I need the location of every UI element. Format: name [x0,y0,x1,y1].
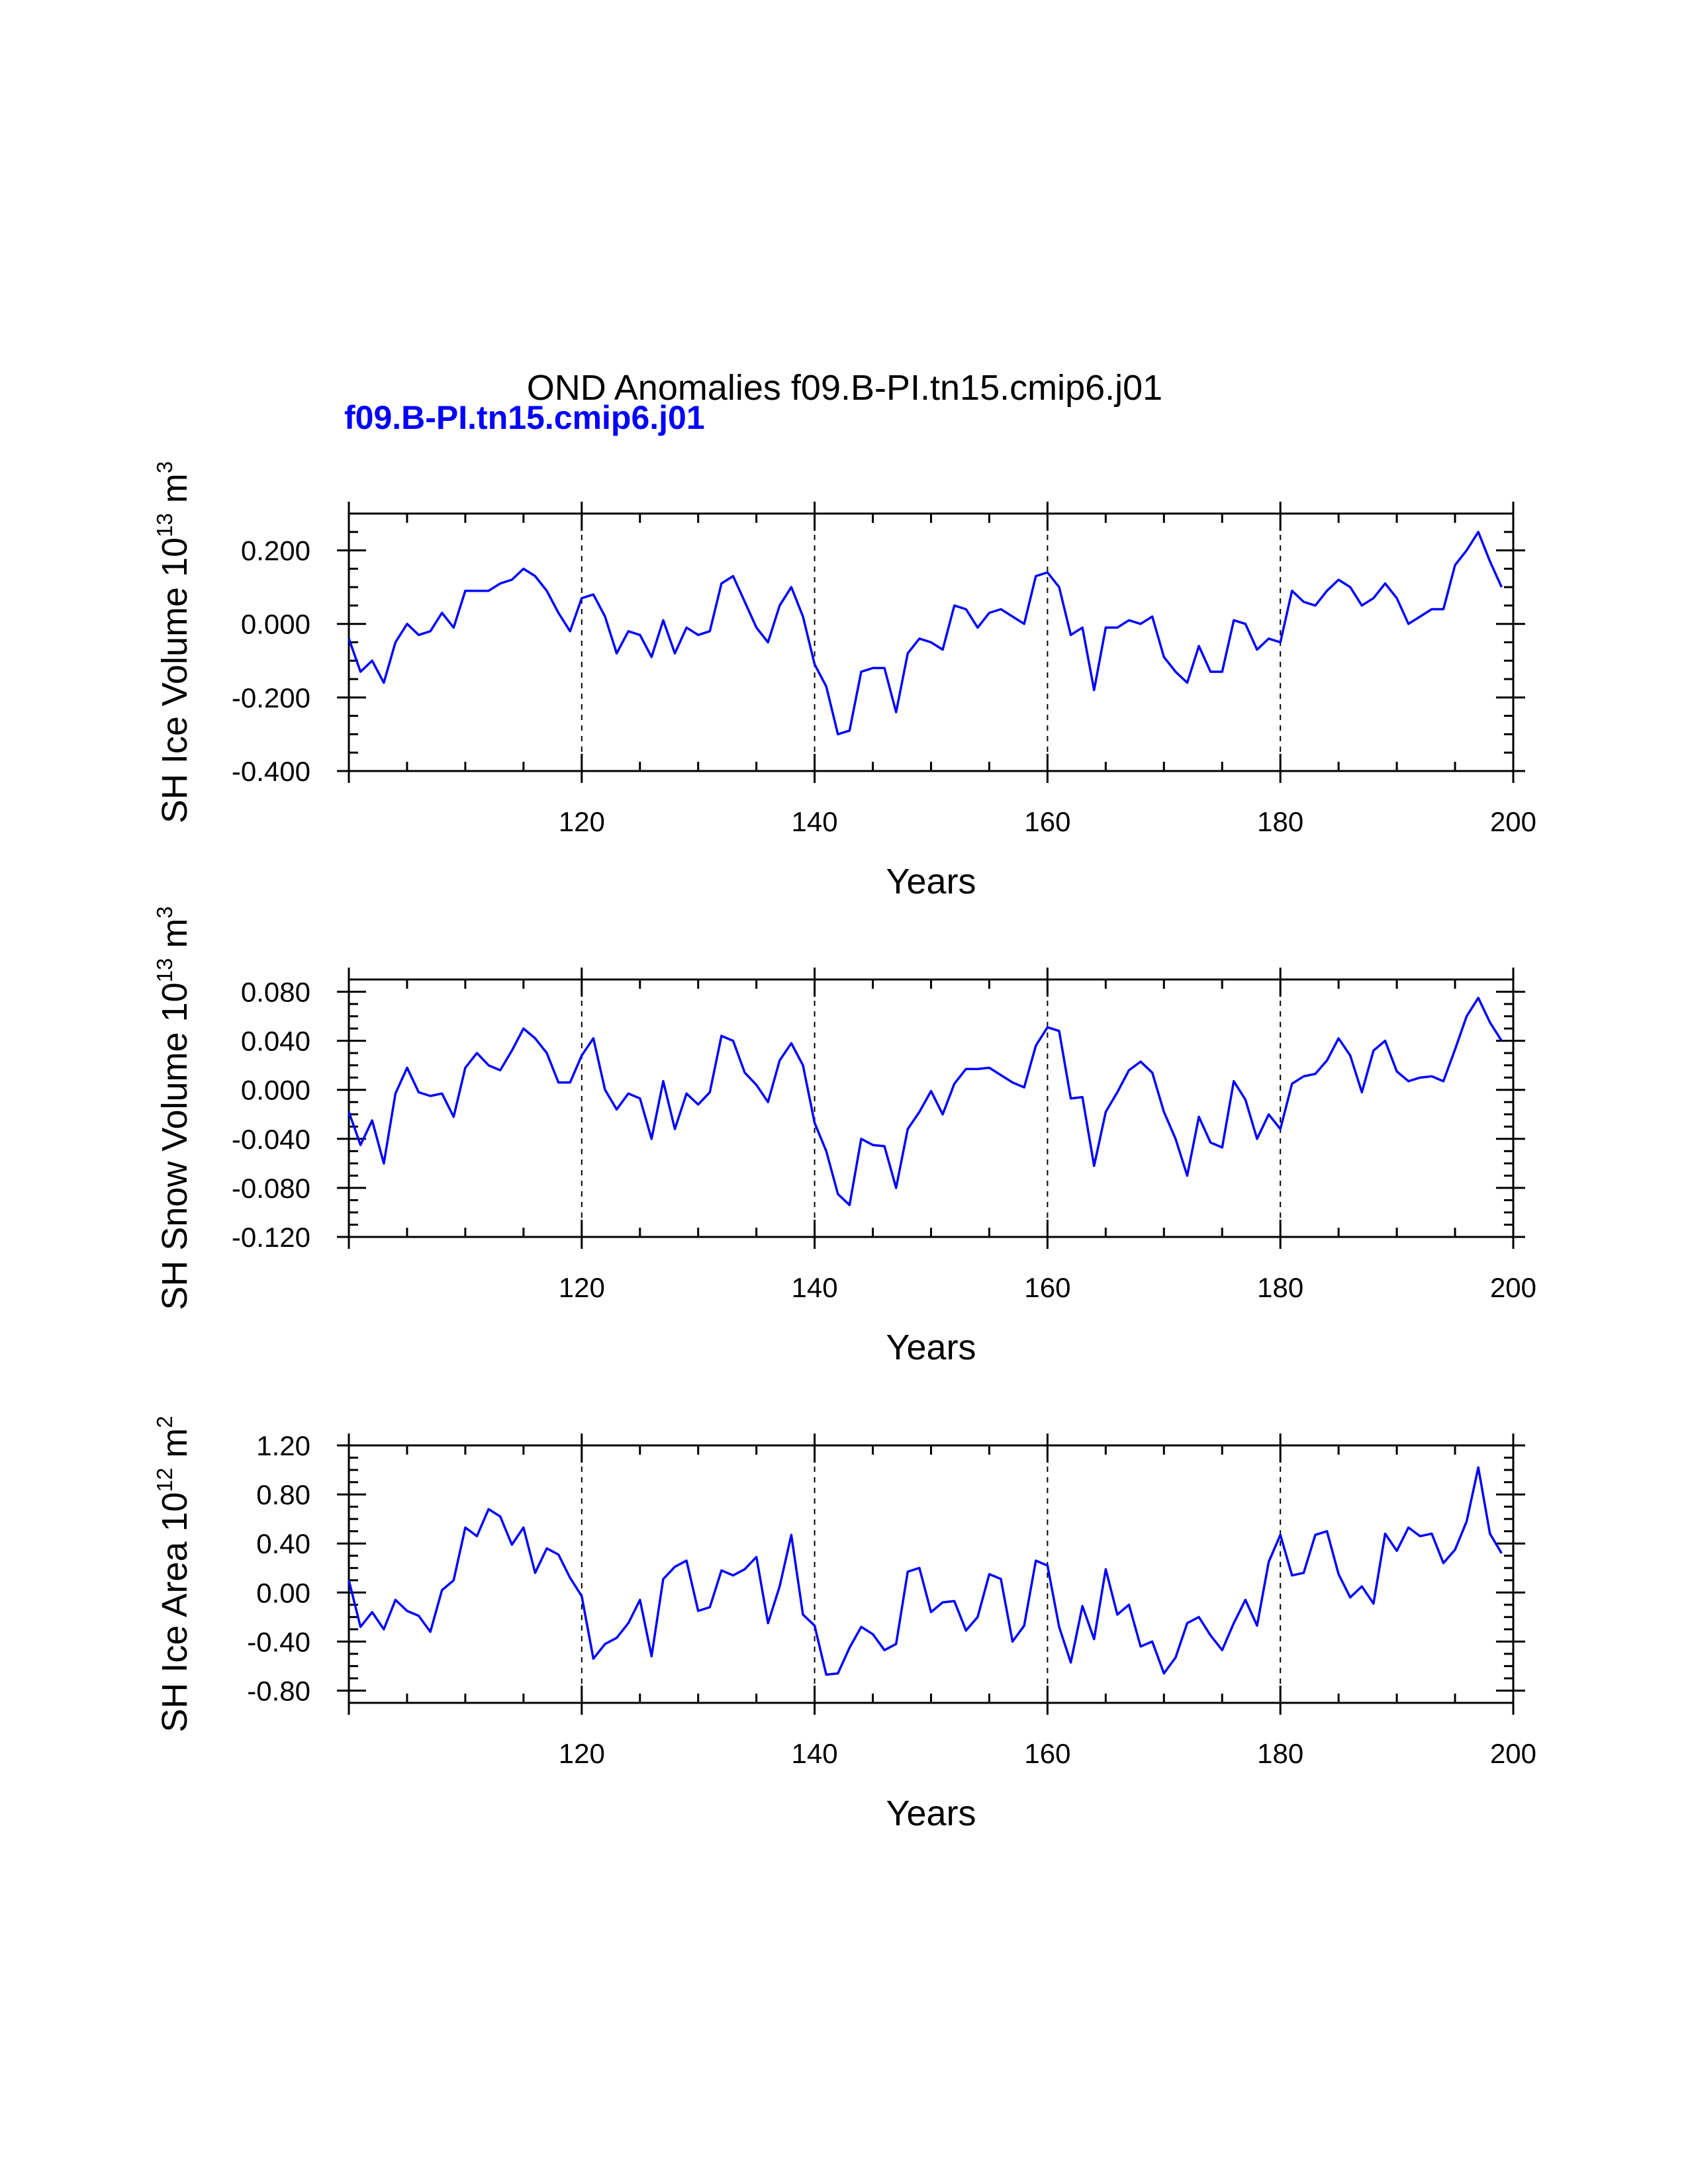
y-tick-label: -0.120 [232,1222,310,1253]
plot-frame [348,1444,1515,1704]
x-tick-label: 200 [1490,806,1536,837]
y-tick-label: 1.20 [256,1430,310,1461]
plot-frame [348,512,1515,772]
y-axis-label: SH Snow Volume 1013 m3 [152,906,195,1310]
x-tick-label: 200 [1490,1738,1536,1769]
x-tick-label: 120 [559,806,605,837]
x-axis-label: Years [886,1794,976,1833]
x-tick-label: 180 [1257,806,1303,837]
x-tick-label: 200 [1490,1272,1536,1303]
plot-frame [348,978,1515,1238]
chart-subtitle: f09.B-PI.tn15.cmip6.j01 [344,399,705,436]
x-axis-label: Years [886,1328,976,1367]
y-tick-label: 0.200 [241,535,310,567]
x-tick-label: 120 [559,1272,605,1303]
chart-title: OND Anomalies f09.B-PI.tn15.cmip6.j01 [527,368,1162,408]
x-tick-label: 180 [1257,1738,1303,1769]
y-tick-label: -0.200 [232,682,310,713]
y-tick-label: 0.80 [256,1479,310,1510]
x-tick-label: 180 [1257,1272,1303,1303]
series-line [348,531,1503,736]
y-tick-label: 0.000 [241,1075,310,1106]
x-tick-label: 160 [1024,1272,1070,1303]
chart-panel-1: 120 140 160 180 200 0.200 0.000 -0.200 -0.400 Yea… [152,461,1536,901]
y-tick-label: -0.040 [232,1124,310,1155]
y-tick-label: 0.40 [256,1528,310,1559]
chart-panel-2: 120 140 160 180 200 0.080 0.040 0.000 -0.040 -0.0… [152,906,1536,1367]
x-tick-label: 160 [1024,806,1070,837]
x-tick-label: 120 [559,1738,605,1769]
x-tick-label: 160 [1024,1738,1070,1769]
x-tick-label: 140 [792,1738,838,1769]
y-axis-label: SH Ice Area 1012 m2 [152,1416,195,1732]
y-tick-label: -0.80 [247,1675,310,1706]
series-line [348,997,1503,1206]
x-axis-label: Years [886,862,976,901]
chart-panel-3: 120 140 160 180 200 1.20 0.80 0.40 0.00 -0.40 -0.8… [152,1416,1536,1833]
y-tick-label: 0.00 [256,1577,310,1608]
y-tick-label: 0.080 [241,977,310,1008]
x-tick-label: 140 [792,806,838,837]
y-tick-label: -0.080 [232,1173,310,1204]
y-tick-label: 0.000 [241,609,310,640]
y-tick-label: -0.400 [232,756,310,787]
x-tick-label: 140 [792,1272,838,1303]
y-axis-label: SH Ice Volume 1013 m3 [152,461,195,823]
y-tick-label: -0.40 [247,1626,310,1657]
y-tick-label: 0.040 [241,1026,310,1057]
series-line [348,1466,1503,1676]
